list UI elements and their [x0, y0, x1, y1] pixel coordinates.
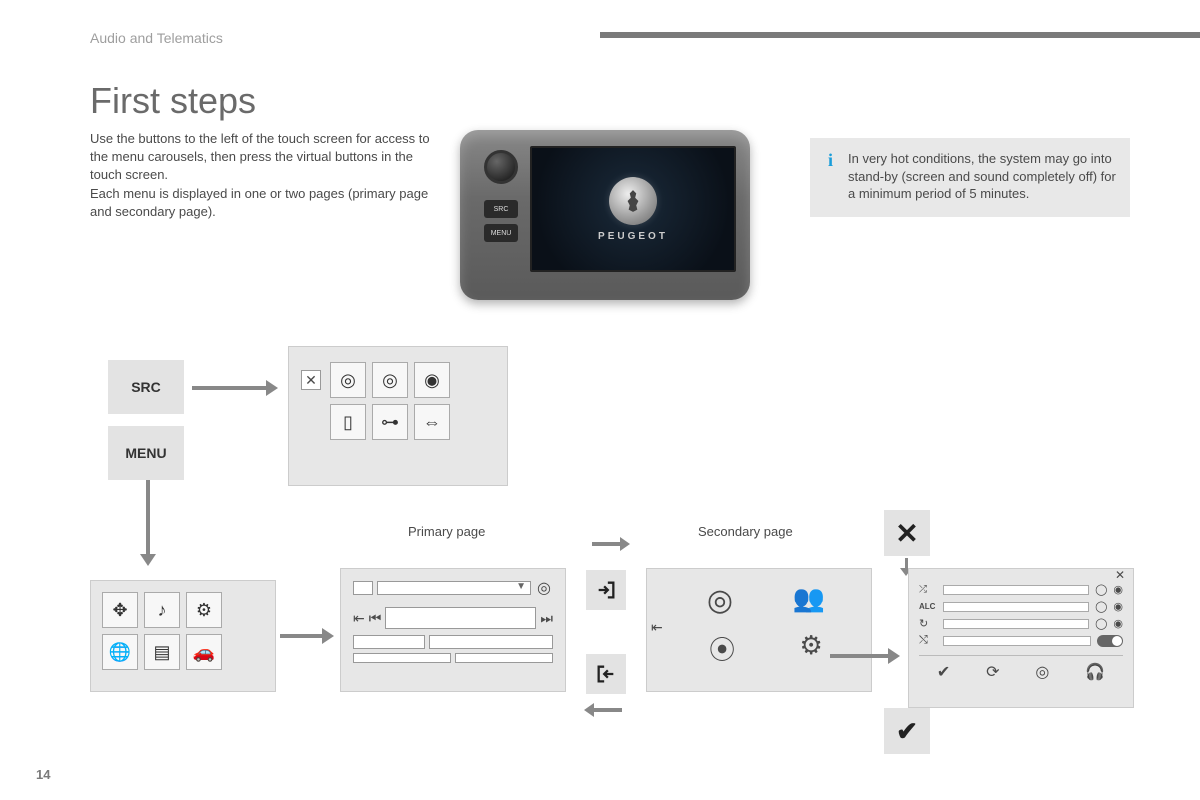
shuffle2-icon: ⤭	[919, 634, 937, 647]
contacts-icon[interactable]: ▤	[144, 634, 180, 670]
voice-icon[interactable]: 🎧	[1085, 662, 1105, 682]
arrow-to-settings-head	[888, 648, 900, 664]
settings-icon[interactable]: ⚙	[186, 592, 222, 628]
device-screen: PEUGEOT	[530, 146, 736, 272]
toggle-switch[interactable]	[1097, 635, 1123, 647]
enter-button[interactable]	[586, 570, 626, 610]
broadcast-icon[interactable]: ◎	[707, 583, 733, 618]
device-src-button: SRC	[484, 200, 518, 218]
gear-pause-icon[interactable]: ⚙	[800, 630, 823, 667]
music-icon[interactable]: ♪	[144, 592, 180, 628]
arrow-to-primary-head	[322, 628, 334, 644]
device-icon[interactable]: ▯	[330, 404, 366, 440]
play-pause-icon[interactable]: ⦿	[709, 630, 735, 667]
section-label: Audio and Telematics	[90, 30, 223, 46]
exit-icon[interactable]: ⇤	[353, 610, 365, 627]
head-unit-device: SRC MENU PEUGEOT	[460, 130, 750, 300]
prev-track-icon[interactable]: ⏮	[369, 610, 382, 627]
arrow-src	[192, 386, 268, 390]
confirm-button[interactable]: ✔	[884, 708, 930, 754]
info-icon: i	[828, 148, 833, 172]
menu-carousel-panel: ✥ ♪ ⚙ 🌐 ▤ 🚗	[90, 580, 276, 692]
device-menu-button: MENU	[484, 224, 518, 242]
arrow-left-icon	[592, 708, 622, 712]
nav-icon[interactable]: ✥	[102, 592, 138, 628]
arrow-to-primary	[280, 634, 324, 638]
people-icon[interactable]: 👥	[793, 583, 825, 618]
arrow-menu-down-head	[140, 554, 156, 566]
car-icon[interactable]: 🚗	[186, 634, 222, 670]
alc-label: ALC	[919, 602, 937, 611]
device-logo-icon	[609, 177, 657, 225]
src-carousel-panel: ✕ ◎ ◎ ◉ ▯ ⊶ ⇔	[288, 346, 508, 486]
aux-icon[interactable]: ⊶	[372, 404, 408, 440]
usb-icon[interactable]: ⇔	[414, 404, 450, 440]
secondary-page-panel: ⇤ ◎ 👥 ⦿ ⚙	[646, 568, 872, 692]
repeat-icon: ↻	[919, 617, 937, 630]
radio-off2-icon[interactable]: ◯	[1095, 600, 1107, 613]
next-track-icon[interactable]: ⏭	[540, 610, 553, 627]
radio-off-icon[interactable]: ◯	[1095, 583, 1107, 596]
antenna-icon[interactable]: ◎	[1035, 662, 1049, 682]
info-note: i In very hot conditions, the system may…	[810, 138, 1130, 217]
disc-icon[interactable]: ◉	[414, 362, 450, 398]
shuffle-icon: ⤮	[919, 584, 937, 595]
menu-button[interactable]: MENU	[108, 426, 184, 480]
headset-icon[interactable]: ⟳	[986, 662, 999, 682]
radio-on3-icon[interactable]: ◉	[1113, 617, 1123, 630]
arrow-src-head	[266, 380, 278, 396]
radio-on2-icon[interactable]: ◉	[1113, 600, 1123, 613]
radio-on-icon[interactable]: ◉	[1113, 583, 1123, 596]
primary-page-label: Primary page	[408, 524, 485, 539]
arrow-to-settings	[830, 654, 890, 658]
radio-icon[interactable]: ◎	[330, 362, 366, 398]
globe-icon[interactable]: 🌐	[102, 634, 138, 670]
back-button[interactable]	[586, 654, 626, 694]
secondary-page-label: Secondary page	[698, 524, 793, 539]
intro-paragraph: Use the buttons to the left of the touch…	[90, 130, 430, 221]
header-rule	[600, 32, 1200, 38]
check-icon[interactable]: ✔	[937, 662, 950, 682]
close-small-icon[interactable]: ✕	[1115, 568, 1125, 582]
device-knob	[484, 150, 518, 184]
target-icon[interactable]: ◎	[535, 579, 553, 597]
arrow-right-icon	[592, 542, 622, 546]
close-icon[interactable]: ✕	[301, 370, 321, 390]
device-brand-label: PEUGEOT	[598, 231, 668, 242]
page-number: 14	[36, 767, 50, 782]
page-title: First steps	[90, 80, 256, 122]
info-note-text: In very hot conditions, the system may g…	[848, 151, 1116, 201]
arrow-menu-down	[146, 480, 150, 556]
exit2-icon[interactable]: ⇤	[651, 619, 663, 636]
close-button[interactable]: ✕	[884, 510, 930, 556]
src-button[interactable]: SRC	[108, 360, 184, 414]
radio-off3-icon[interactable]: ◯	[1095, 617, 1107, 630]
primary-page-panel: ▼ ◎ ⇤ ⏮ ⏭	[340, 568, 566, 692]
settings-panel: ✕ ⤮ ◯ ◉ ALC ◯ ◉ ↻ ◯ ◉ ⤭ ✔ ⟳ ◎ 🎧	[908, 568, 1134, 708]
radio2-icon[interactable]: ◎	[372, 362, 408, 398]
